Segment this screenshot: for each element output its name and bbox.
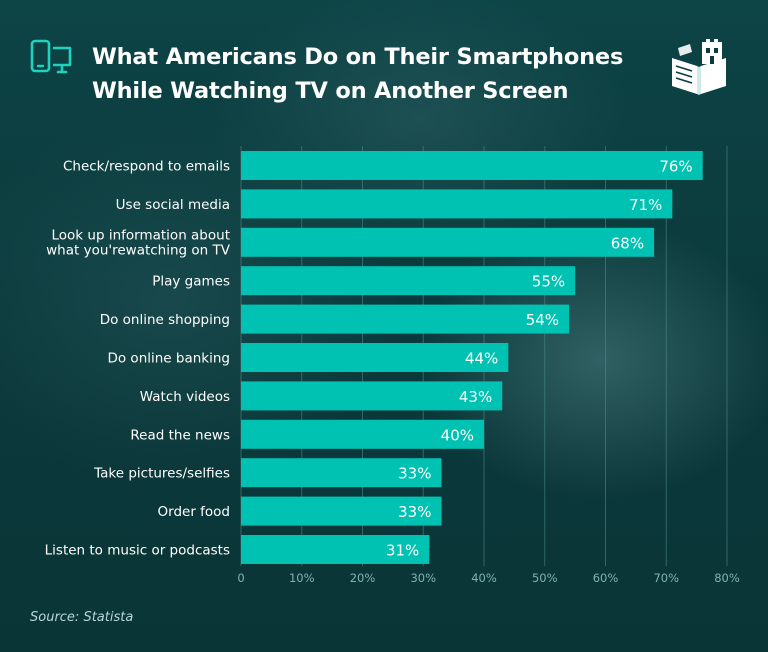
bar <box>241 343 509 372</box>
category-label: Check/respond to emails <box>63 159 230 175</box>
category-label: Take pictures/selfies <box>93 466 230 482</box>
x-tick-label: 0 <box>237 571 244 585</box>
book-building-logo-icon <box>666 36 732 98</box>
x-tick-label: 60% <box>593 571 619 585</box>
bar <box>241 458 442 488</box>
bar <box>241 535 430 564</box>
bar-value-label: 40% <box>441 426 474 444</box>
chart-title-line-2: While Watching TV on Another Screen <box>92 78 569 104</box>
source-note: Source: Statista <box>30 610 134 625</box>
category-label: Do online shopping <box>100 312 230 328</box>
x-tick-label: 50% <box>532 571 558 585</box>
bar-value-label: 33% <box>398 503 431 521</box>
category-label: Order food <box>158 504 231 520</box>
bar-value-label: 31% <box>386 542 419 560</box>
category-label: Read the news <box>130 427 230 443</box>
chart-title: What Americans Do on Their Smartphones W… <box>92 40 652 108</box>
bar-value-label: 76% <box>659 158 692 176</box>
x-tick-label: 70% <box>653 571 679 585</box>
category-label: what you'rewatching on TV <box>46 242 231 258</box>
category-label: Do online banking <box>107 351 230 367</box>
bar <box>241 151 703 180</box>
bar <box>241 496 442 526</box>
category-label: Watch videos <box>140 389 230 405</box>
phone-monitor-icon <box>30 39 74 75</box>
category-label: Play games <box>152 274 230 290</box>
bar-value-label: 44% <box>465 350 498 368</box>
x-tick-label: 80% <box>714 571 740 585</box>
x-tick-label: 30% <box>410 571 436 585</box>
bar-value-label: 68% <box>611 234 644 252</box>
bar-value-label: 54% <box>526 311 559 329</box>
bar <box>241 189 673 219</box>
bar-value-label: 43% <box>459 388 492 406</box>
bar <box>241 304 570 334</box>
bar-value-label: 33% <box>398 465 431 483</box>
category-label: Listen to music or podcasts <box>45 543 230 559</box>
x-tick-label: 10% <box>289 571 315 585</box>
category-label: Look up information about <box>52 227 231 243</box>
x-tick-label: 20% <box>350 571 376 585</box>
bar <box>241 381 503 411</box>
bar <box>241 419 484 449</box>
category-label: Use social media <box>116 197 230 213</box>
x-tick-label: 40% <box>471 571 497 585</box>
chart-title-line-1: What Americans Do on Their Smartphones <box>92 44 624 70</box>
bar <box>241 227 655 257</box>
bar-value-label: 71% <box>629 196 662 214</box>
bar-value-label: 55% <box>532 273 565 291</box>
bar <box>241 266 576 296</box>
